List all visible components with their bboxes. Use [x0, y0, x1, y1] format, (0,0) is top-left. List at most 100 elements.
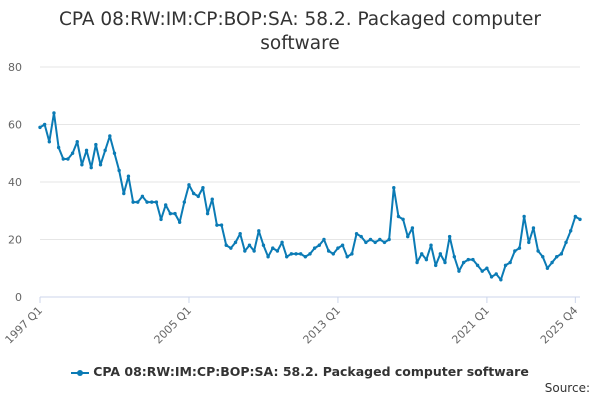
data-point[interactable] — [285, 255, 289, 259]
data-point[interactable] — [420, 252, 424, 256]
data-point[interactable] — [559, 252, 564, 256]
data-point[interactable] — [219, 223, 224, 227]
data-point[interactable] — [196, 194, 200, 199]
data-point[interactable] — [447, 234, 452, 239]
data-point[interactable] — [266, 255, 270, 259]
data-point[interactable] — [205, 211, 210, 216]
data-point[interactable] — [378, 237, 382, 242]
data-point[interactable] — [536, 249, 540, 253]
data-point[interactable] — [136, 200, 140, 204]
data-point[interactable] — [89, 165, 93, 170]
data-point[interactable] — [98, 163, 103, 167]
data-point[interactable] — [126, 174, 131, 178]
data-point[interactable] — [424, 257, 429, 262]
data-point[interactable] — [159, 217, 163, 222]
data-point[interactable] — [527, 240, 531, 245]
data-point[interactable] — [326, 249, 331, 253]
data-point[interactable] — [368, 237, 373, 242]
data-point[interactable] — [38, 125, 42, 130]
data-point[interactable] — [466, 257, 470, 262]
data-point[interactable] — [550, 260, 554, 265]
data-point[interactable] — [410, 226, 415, 230]
data-point[interactable] — [396, 214, 401, 219]
data-point[interactable] — [140, 194, 145, 199]
data-point[interactable] — [494, 272, 498, 276]
data-point[interactable] — [531, 226, 536, 230]
data-point[interactable] — [382, 240, 387, 245]
data-point[interactable] — [443, 260, 447, 265]
data-point[interactable] — [503, 263, 508, 268]
data-point[interactable] — [42, 122, 47, 127]
data-point[interactable] — [80, 163, 84, 167]
data-point[interactable] — [117, 168, 121, 173]
data-point[interactable] — [75, 140, 79, 144]
data-point[interactable] — [359, 234, 363, 239]
data-point[interactable] — [545, 266, 550, 270]
data-point[interactable] — [280, 240, 284, 245]
data-point[interactable] — [271, 246, 275, 250]
data-point[interactable] — [229, 246, 233, 250]
data-point[interactable] — [438, 252, 443, 256]
data-point[interactable] — [480, 269, 484, 273]
data-point[interactable] — [354, 232, 359, 236]
data-point[interactable] — [94, 142, 98, 147]
data-point[interactable] — [573, 214, 578, 219]
data-point[interactable] — [471, 257, 475, 262]
data-point[interactable] — [387, 237, 391, 242]
data-point[interactable] — [433, 263, 438, 268]
data-point[interactable] — [201, 186, 205, 190]
data-point[interactable] — [541, 255, 545, 259]
data-point[interactable] — [163, 203, 168, 207]
data-point[interactable] — [555, 255, 559, 259]
data-point[interactable] — [210, 197, 214, 201]
data-point[interactable] — [564, 240, 568, 245]
data-point[interactable] — [392, 186, 396, 190]
data-point[interactable] — [252, 249, 256, 253]
data-point[interactable] — [257, 229, 261, 233]
data-point[interactable] — [84, 148, 89, 153]
data-point[interactable] — [312, 246, 317, 250]
data-point[interactable] — [177, 220, 182, 224]
data-point[interactable] — [247, 243, 252, 247]
data-point[interactable] — [485, 266, 489, 270]
data-point[interactable] — [578, 217, 582, 222]
data-point[interactable] — [122, 191, 126, 196]
data-point[interactable] — [522, 214, 526, 219]
data-point[interactable] — [191, 191, 196, 196]
data-point[interactable] — [66, 157, 70, 161]
data-point[interactable] — [308, 252, 312, 256]
data-point[interactable] — [61, 157, 65, 161]
data-point[interactable] — [289, 252, 294, 256]
data-point[interactable] — [145, 200, 149, 204]
data-point[interactable] — [475, 263, 480, 268]
data-point[interactable] — [322, 237, 326, 242]
data-point[interactable] — [47, 140, 52, 144]
data-point[interactable] — [261, 243, 266, 247]
data-point[interactable] — [336, 246, 340, 250]
data-point[interactable] — [461, 260, 466, 265]
data-point[interactable] — [401, 217, 405, 222]
data-point[interactable] — [215, 223, 219, 227]
data-point[interactable] — [275, 249, 280, 253]
data-point[interactable] — [233, 240, 238, 245]
data-point[interactable] — [150, 200, 154, 204]
data-point[interactable] — [303, 255, 308, 259]
data-point[interactable] — [489, 275, 494, 279]
data-point[interactable] — [429, 243, 433, 247]
data-point[interactable] — [568, 229, 573, 233]
data-point[interactable] — [406, 234, 410, 239]
data-point[interactable] — [168, 211, 173, 216]
data-point[interactable] — [452, 255, 457, 259]
data-point[interactable] — [108, 134, 112, 138]
data-point[interactable] — [415, 260, 419, 265]
data-point[interactable] — [340, 243, 345, 247]
data-point[interactable] — [298, 252, 303, 256]
data-point[interactable] — [243, 249, 247, 253]
data-point[interactable] — [52, 111, 56, 115]
data-point[interactable] — [182, 200, 187, 204]
legend[interactable]: CPA 08:RW:IM:CP:BOP:SA: 58.2. Packaged c… — [0, 364, 600, 379]
data-point[interactable] — [457, 269, 461, 273]
data-point[interactable] — [154, 200, 159, 204]
data-point[interactable] — [70, 151, 75, 155]
data-point[interactable] — [294, 252, 298, 256]
